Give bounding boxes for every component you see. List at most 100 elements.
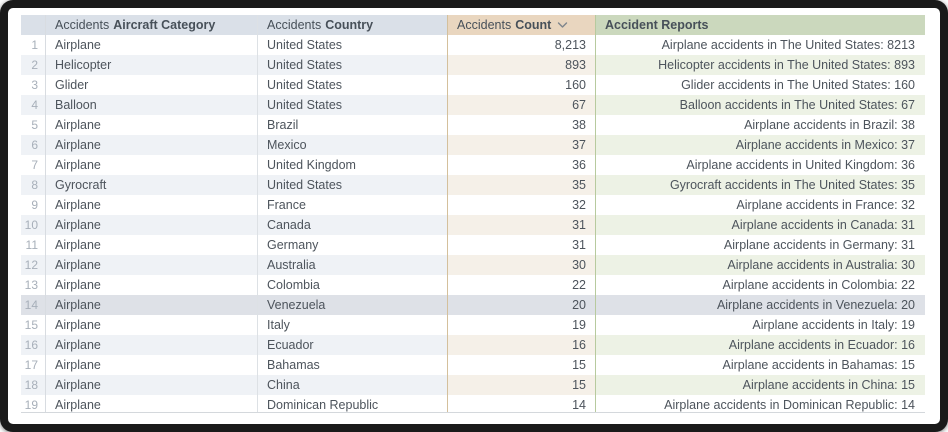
cell-count: 31 bbox=[447, 215, 595, 235]
table-row[interactable]: 4 Balloon United States 67 Balloon accid… bbox=[21, 95, 925, 115]
table-row[interactable]: 11 Airplane Germany 31 Airplane accident… bbox=[21, 235, 925, 255]
cell-count: 32 bbox=[447, 195, 595, 215]
table-row[interactable]: 14 Airplane Venezuela 20 Airplane accide… bbox=[21, 295, 925, 315]
cell-count: 16 bbox=[447, 335, 595, 355]
cell-country: United States bbox=[257, 95, 447, 115]
cell-category: Airplane bbox=[45, 275, 257, 295]
cell-report: Airplane accidents in Dominican Republic… bbox=[595, 395, 925, 412]
cell-country: United States bbox=[257, 175, 447, 195]
row-number: 12 bbox=[21, 255, 45, 275]
cell-country: Dominican Republic bbox=[257, 395, 447, 412]
cell-country: Australia bbox=[257, 255, 447, 275]
cell-report: Airplane accidents in Colombia: 22 bbox=[595, 275, 925, 295]
header-accident-reports[interactable]: Accident Reports bbox=[595, 15, 925, 35]
cell-count: 160 bbox=[447, 75, 595, 95]
header-count[interactable]: Accidents Count bbox=[447, 15, 595, 35]
cell-country: Ecuador bbox=[257, 335, 447, 355]
cell-category: Helicopter bbox=[45, 55, 257, 75]
cell-category: Gyrocraft bbox=[45, 175, 257, 195]
row-number: 5 bbox=[31, 118, 38, 132]
cell-report: Balloon accidents in The United States: … bbox=[595, 95, 925, 115]
table-row[interactable]: 9 Airplane France 32 Airplane accidents … bbox=[21, 195, 925, 215]
row-number: 1 bbox=[31, 38, 38, 52]
table-row[interactable]: 18 Airplane China 15 Airplane accidents … bbox=[21, 375, 925, 395]
header-label: Aircraft Category bbox=[113, 18, 216, 32]
row-number: 10 bbox=[21, 215, 45, 235]
table-row[interactable]: 8 Gyrocraft United States 35 Gyrocraft a… bbox=[21, 175, 925, 195]
cell-country: China bbox=[257, 375, 447, 395]
header-prefix: Accidents bbox=[267, 18, 322, 32]
table-panel: Accidents Aircraft Category Accidents Co… bbox=[8, 8, 940, 424]
cell-report: Airplane accidents in The United States:… bbox=[595, 35, 925, 55]
cell-report: Airplane accidents in Italy: 19 bbox=[595, 315, 925, 335]
header-aircraft-category[interactable]: Accidents Aircraft Category bbox=[45, 15, 257, 35]
row-number: 2 bbox=[21, 55, 45, 75]
chevron-down-icon[interactable] bbox=[557, 21, 568, 29]
row-number: 15 bbox=[24, 318, 38, 332]
header-country[interactable]: Accidents Country bbox=[257, 15, 447, 35]
cell-category: Airplane bbox=[45, 255, 257, 275]
cell-category: Airplane bbox=[45, 135, 257, 155]
header-prefix: Accidents bbox=[55, 18, 110, 32]
table-row[interactable]: 1 Airplane United States 8,213 Airplane … bbox=[21, 35, 925, 55]
cell-count: 31 bbox=[447, 235, 595, 255]
table-row[interactable]: 7 Airplane United Kingdom 36 Airplane ac… bbox=[21, 155, 925, 175]
table-row[interactable]: 17 Airplane Bahamas 15 Airplane accident… bbox=[21, 355, 925, 375]
table-body: 1 Airplane United States 8,213 Airplane … bbox=[21, 35, 925, 412]
cell-report: Gyrocraft accidents in The United States… bbox=[595, 175, 925, 195]
row-number: 19 bbox=[24, 398, 38, 412]
table-row[interactable]: 5 Airplane Brazil 38 Airplane accidents … bbox=[21, 115, 925, 135]
table-row[interactable]: 3 Glider United States 160 Glider accide… bbox=[21, 75, 925, 95]
header-label: Country bbox=[325, 18, 374, 32]
cell-category: Airplane bbox=[45, 355, 257, 375]
row-number: 13 bbox=[24, 278, 38, 292]
table-row[interactable]: 12 Airplane Australia 30 Airplane accide… bbox=[21, 255, 925, 275]
header-label: Accident Reports bbox=[605, 18, 709, 32]
cell-country: Mexico bbox=[257, 135, 447, 155]
cell-count: 15 bbox=[447, 355, 595, 375]
table-row[interactable]: 2 Helicopter United States 893 Helicopte… bbox=[21, 55, 925, 75]
cell-report: Airplane accidents in Ecuador: 16 bbox=[595, 335, 925, 355]
cell-category: Airplane bbox=[45, 315, 257, 335]
cell-count: 14 bbox=[447, 395, 595, 412]
table-row[interactable]: 19 Airplane Dominican Republic 14 Airpla… bbox=[21, 395, 925, 412]
table-header-row: Accidents Aircraft Category Accidents Co… bbox=[21, 15, 925, 35]
cell-category: Airplane bbox=[45, 335, 257, 355]
row-number: 11 bbox=[25, 238, 38, 252]
cell-country: United States bbox=[257, 55, 447, 75]
cell-country: United Kingdom bbox=[257, 155, 447, 175]
cell-report: Airplane accidents in Brazil: 38 bbox=[595, 115, 925, 135]
cell-report: Airplane accidents in Australia: 30 bbox=[595, 255, 925, 275]
cell-category: Airplane bbox=[45, 235, 257, 255]
row-number: 6 bbox=[21, 135, 45, 155]
cell-category: Airplane bbox=[45, 35, 257, 55]
cell-country: Colombia bbox=[257, 275, 447, 295]
table-row[interactable]: 6 Airplane Mexico 37 Airplane accidents … bbox=[21, 135, 925, 155]
data-grid: Accidents Aircraft Category Accidents Co… bbox=[21, 15, 925, 413]
cell-category: Airplane bbox=[45, 115, 257, 135]
row-number: 8 bbox=[21, 175, 45, 195]
cell-report: Airplane accidents in United Kingdom: 36 bbox=[595, 155, 925, 175]
cell-country: United States bbox=[257, 75, 447, 95]
cell-report: Helicopter accidents in The United State… bbox=[595, 55, 925, 75]
cell-count: 35 bbox=[447, 175, 595, 195]
cell-category: Glider bbox=[45, 75, 257, 95]
table-row[interactable]: 13 Airplane Colombia 22 Airplane acciden… bbox=[21, 275, 925, 295]
cell-count: 67 bbox=[447, 95, 595, 115]
table-row[interactable]: 15 Airplane Italy 19 Airplane accidents … bbox=[21, 315, 925, 335]
cell-category: Airplane bbox=[45, 375, 257, 395]
table-row[interactable]: 10 Airplane Canada 31 Airplane accidents… bbox=[21, 215, 925, 235]
row-number: 3 bbox=[31, 78, 38, 92]
cell-count: 20 bbox=[447, 295, 595, 315]
row-number: 18 bbox=[21, 375, 45, 395]
cell-count: 37 bbox=[447, 135, 595, 155]
cell-count: 15 bbox=[447, 375, 595, 395]
row-number: 16 bbox=[21, 335, 45, 355]
table-row[interactable]: 16 Airplane Ecuador 16 Airplane accident… bbox=[21, 335, 925, 355]
cell-country: Brazil bbox=[257, 115, 447, 135]
row-number: 17 bbox=[24, 358, 38, 372]
row-number: 4 bbox=[21, 95, 45, 115]
cell-country: Canada bbox=[257, 215, 447, 235]
cell-report: Airplane accidents in China: 15 bbox=[595, 375, 925, 395]
